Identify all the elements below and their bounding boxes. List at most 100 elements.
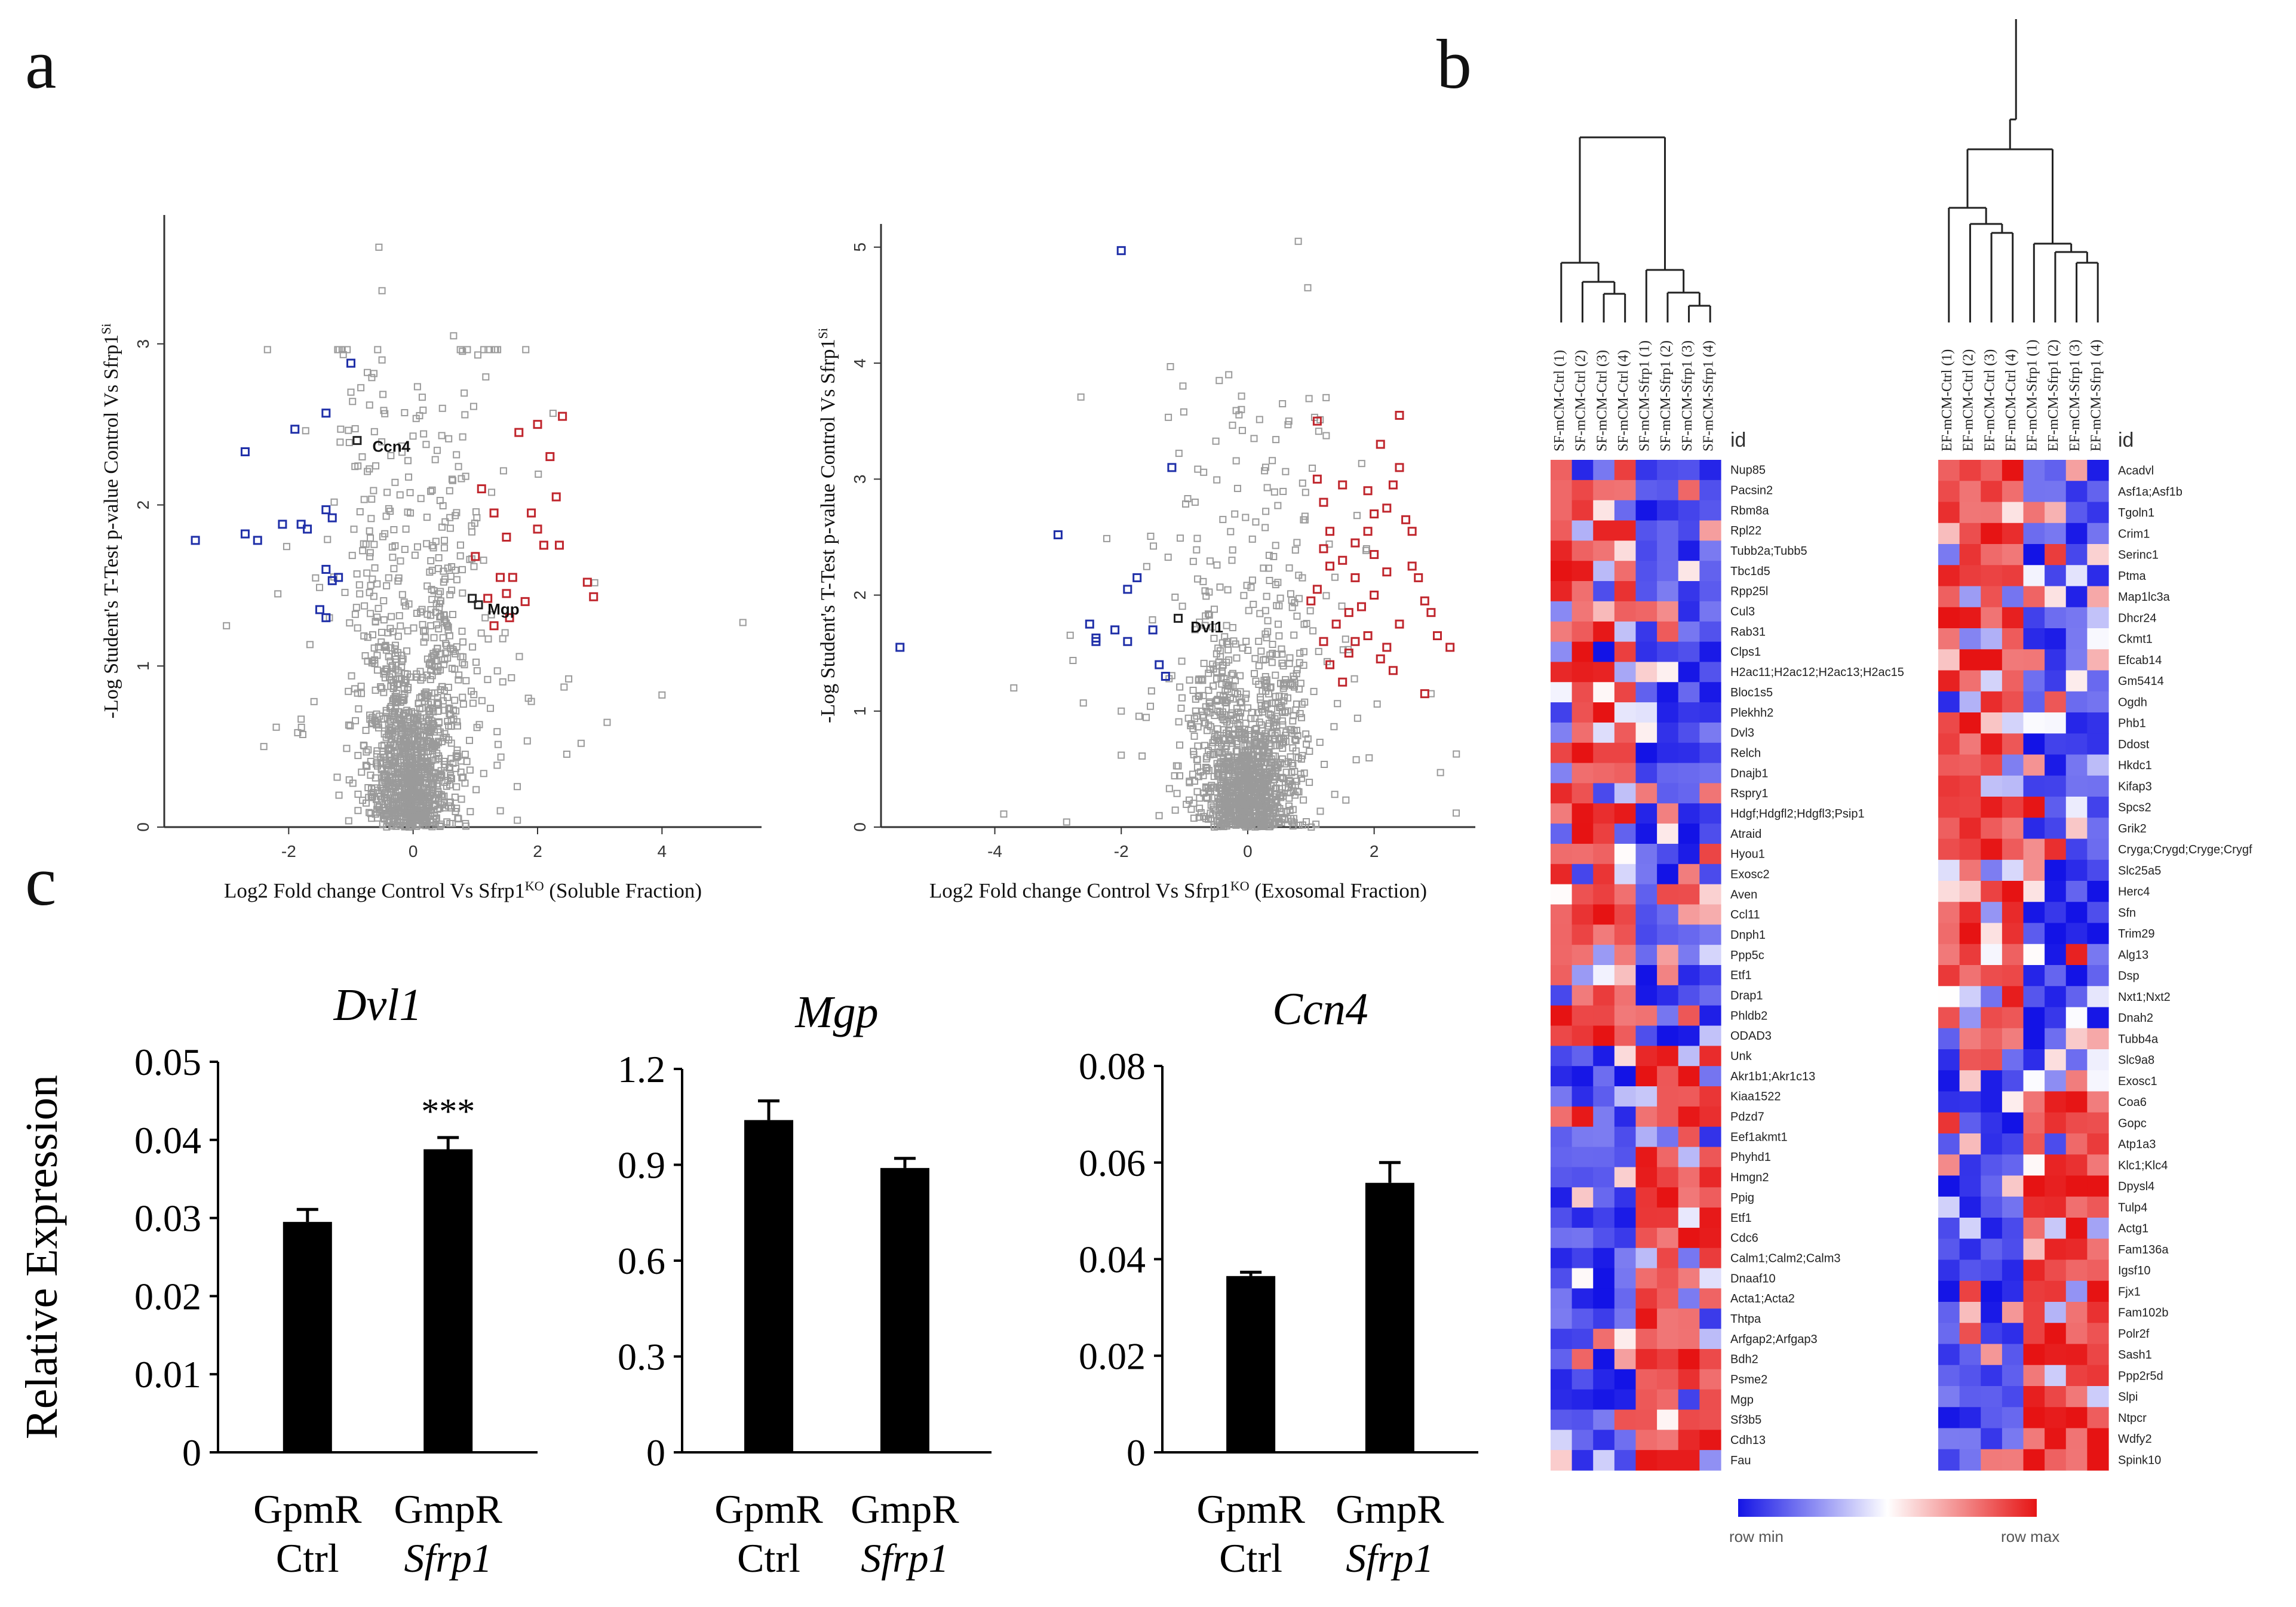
heatmap-cell (1635, 1227, 1657, 1249)
heatmap-cell (2045, 1028, 2067, 1050)
heatmap-cell (1614, 1147, 1637, 1167)
heatmap-cell (1551, 662, 1573, 683)
heatmap-cell (1571, 1369, 1594, 1390)
ns-point (434, 797, 442, 805)
highlighted-point (352, 436, 362, 445)
ns-point (441, 536, 449, 544)
ns-point (351, 685, 359, 693)
y-axis-label: -Log Student's T-Test p-value Control Vs… (815, 328, 839, 723)
ns-point (274, 590, 282, 598)
bar-y-tick-label: 1.2 (618, 1048, 665, 1090)
ns-point (447, 739, 455, 747)
ns-point (1196, 618, 1204, 626)
heatmap-cell (2023, 481, 2045, 503)
ns-point (1200, 659, 1208, 667)
ns-point (428, 717, 435, 725)
heatmap-cell (2045, 902, 2067, 924)
ns-point (413, 717, 420, 724)
heatmap-cell (1678, 1450, 1700, 1471)
heatmap-cell (1551, 742, 1573, 764)
heatmap-cell (1614, 843, 1637, 865)
ns-point (1316, 739, 1324, 746)
ns-point (428, 595, 436, 603)
heatmap-cell (1657, 682, 1679, 703)
ns-point (455, 671, 463, 679)
heatmap-row-label: Unk (1730, 1050, 1752, 1063)
ns-point (1232, 820, 1239, 828)
ns-point (1215, 377, 1223, 385)
ns-point (366, 553, 374, 561)
x-tick-label: 2 (533, 842, 542, 861)
heatmap-cell (1571, 803, 1594, 824)
ns-point (1238, 392, 1245, 400)
upregulated-point (1432, 631, 1442, 641)
heatmap-cell (2023, 1070, 2045, 1092)
bar-y-tick-label: 0.6 (618, 1240, 665, 1282)
ns-point (563, 750, 570, 758)
heatmap-cell (1938, 881, 1960, 902)
heatmap-column-label: SF-mCM-Sfrp1 (3) (1680, 340, 1695, 451)
heatmap-cell (1938, 1133, 1960, 1155)
upregulated-point (551, 492, 561, 502)
heatmap-cell (1614, 1409, 1637, 1430)
ns-point (1178, 603, 1186, 610)
heatmap-cell (1593, 1329, 1615, 1350)
heatmap-cell (1678, 763, 1700, 784)
heatmap-cell (2065, 523, 2088, 545)
heatmap-cell (2087, 923, 2109, 945)
ns-point (1272, 436, 1280, 444)
heatmap-cell (1699, 641, 1721, 662)
ns-point (373, 666, 381, 674)
ns-point (1299, 752, 1306, 760)
ns-point (1272, 542, 1279, 549)
heatmap-cell (2087, 818, 2109, 840)
ns-point (1118, 751, 1125, 759)
heatmap-cell (1699, 682, 1721, 703)
ns-point (457, 757, 465, 765)
upregulated-point (477, 484, 486, 494)
ns-point (404, 457, 412, 465)
ns-point (1260, 564, 1267, 572)
ns-point (1257, 816, 1265, 824)
ns-point (391, 749, 398, 757)
heatmap-cell (1699, 1248, 1721, 1269)
y-tick-label: 0 (134, 822, 152, 832)
heatmap-cell (1699, 1268, 1721, 1289)
heatmap-cell (1981, 754, 2003, 776)
heatmap-cell (2087, 1365, 2109, 1387)
ns-point (391, 802, 398, 810)
ns-point (431, 657, 439, 665)
ns-point (387, 727, 395, 735)
heatmap-cell (1981, 1428, 2003, 1450)
ns-point (1266, 684, 1274, 692)
ns-point (1269, 758, 1277, 766)
ns-point (453, 749, 461, 757)
ns-point (420, 628, 428, 635)
heatmap-cell (1551, 540, 1573, 561)
heatmap-cell (1678, 1025, 1700, 1046)
ns-point (1298, 714, 1306, 721)
ns-point (223, 622, 231, 629)
heatmap-row-label: Dnph1 (1730, 929, 1766, 942)
bar-charts-panel: 00.010.020.030.040.05Dvl1GpmRCtrl***GmpR… (17, 980, 1478, 1581)
ns-point (1216, 811, 1224, 819)
ns-point (411, 754, 419, 761)
heatmap-cell (1571, 1207, 1594, 1228)
ns-point (484, 346, 492, 354)
heatmap-cell (1593, 641, 1615, 662)
ns-point (1225, 656, 1233, 664)
heatmap-cell (1635, 480, 1657, 501)
heatmap-cell (1614, 1126, 1637, 1148)
heatmap-cell (2045, 565, 2067, 587)
downregulated-point (1110, 625, 1120, 635)
ns-point (1271, 804, 1279, 812)
heatmap-cell (1551, 1005, 1573, 1027)
ns-point (1205, 610, 1213, 618)
heatmap-cell (1593, 843, 1615, 865)
ns-point (418, 704, 426, 712)
heatmap-cell (1699, 520, 1721, 541)
ns-point (1236, 672, 1244, 680)
heatmap-cell (2045, 481, 2067, 503)
ns-point (1358, 460, 1365, 468)
